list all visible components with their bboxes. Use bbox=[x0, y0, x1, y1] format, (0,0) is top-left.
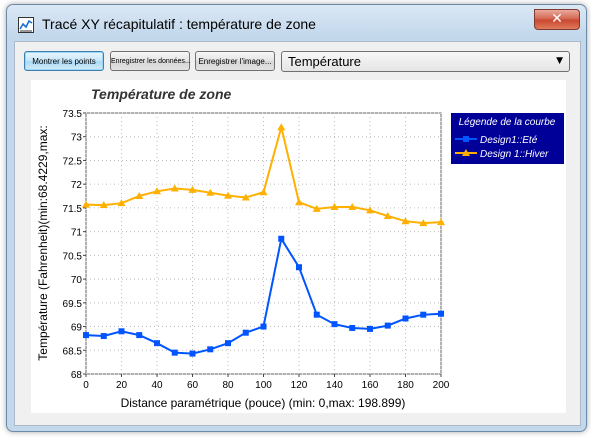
legend-swatch-marker bbox=[462, 149, 470, 156]
series-2 bbox=[82, 123, 445, 227]
save-data-button[interactable]: Enregistrer les données... bbox=[110, 51, 191, 71]
data-point bbox=[401, 217, 410, 225]
data-point bbox=[241, 193, 250, 201]
data-point bbox=[330, 202, 339, 210]
legend-item-label: Design 1::Hiver bbox=[480, 149, 549, 160]
window-title: Tracé XY récapitulatif : température de … bbox=[42, 16, 316, 32]
data-point bbox=[118, 328, 125, 335]
y-tick-label: 70 bbox=[71, 275, 83, 286]
data-point bbox=[312, 204, 321, 212]
plot-icon bbox=[18, 17, 34, 33]
legend: Légende de la courbe Design1::EtéDesign … bbox=[451, 113, 564, 164]
data-point bbox=[171, 349, 178, 356]
data-point bbox=[383, 211, 392, 219]
y-tick-label: 71.5 bbox=[63, 204, 83, 215]
data-point bbox=[225, 340, 231, 347]
data-point bbox=[331, 321, 338, 328]
y-tick-label: 68 bbox=[71, 370, 83, 381]
data-point bbox=[188, 185, 197, 193]
y-axis: 68 68.5 69 69.5 70 70.5 71 71.5 72 72.5 73 73.5 bbox=[63, 109, 86, 381]
y-axis-label: Température (Fahrenheit)(min:68.4229,max… bbox=[36, 125, 50, 360]
legend-swatch-marker bbox=[463, 136, 469, 142]
legend-item-label: Design1::Eté bbox=[480, 135, 538, 146]
y-tick-label: 69 bbox=[71, 323, 83, 334]
data-point bbox=[153, 187, 161, 195]
close-button[interactable]: ✕ bbox=[534, 9, 580, 30]
x-tick-label: 140 bbox=[326, 380, 343, 391]
x-tick-label: 0 bbox=[83, 380, 89, 391]
x-tick-label: 40 bbox=[151, 380, 163, 391]
y-tick-label: 72 bbox=[71, 180, 83, 191]
show-points-button[interactable]: Montrer les points bbox=[24, 51, 104, 71]
x-tick-label: 20 bbox=[116, 380, 128, 391]
data-point bbox=[348, 202, 357, 210]
data-point bbox=[83, 332, 89, 339]
data-point bbox=[242, 329, 249, 336]
quantity-select[interactable]: Température ▼ bbox=[281, 51, 570, 72]
data-point bbox=[420, 311, 427, 318]
x-axis-label: Distance paramétrique (pouce) (min: 0,ma… bbox=[121, 396, 406, 410]
data-point bbox=[278, 235, 285, 242]
data-point bbox=[259, 188, 268, 196]
data-point bbox=[296, 264, 302, 271]
chevron-down-icon: ▼ bbox=[556, 56, 563, 66]
data-point bbox=[189, 350, 196, 357]
y-tick-label: 72.5 bbox=[63, 156, 83, 167]
data-point bbox=[99, 201, 108, 209]
x-tick-label: 180 bbox=[397, 380, 414, 391]
data-point bbox=[170, 184, 179, 192]
data-point bbox=[419, 219, 428, 227]
data-point bbox=[437, 218, 445, 226]
data-point bbox=[295, 198, 303, 206]
x-tick-label: 160 bbox=[362, 380, 379, 391]
x-tick-label: 100 bbox=[255, 380, 272, 391]
data-point bbox=[366, 206, 374, 214]
title-bar[interactable]: Tracé XY récapitulatif : température de … bbox=[7, 5, 586, 39]
data-point bbox=[438, 310, 444, 317]
y-tick-label: 68.5 bbox=[63, 346, 83, 357]
data-point bbox=[100, 333, 107, 340]
x-tick-label: 200 bbox=[433, 380, 450, 391]
chart-area: Température de zone 68 68.5 69 69.5 70 70.5 71… bbox=[31, 80, 566, 413]
data-point bbox=[277, 123, 286, 131]
save-image-button[interactable]: Enregistrer l'image... bbox=[195, 51, 275, 71]
y-tick-label: 73 bbox=[71, 133, 83, 144]
data-point bbox=[402, 315, 409, 322]
x-tick-label: 120 bbox=[291, 380, 308, 391]
quantity-select-value: Température bbox=[288, 54, 361, 69]
data-point bbox=[154, 340, 160, 347]
data-point bbox=[313, 311, 320, 318]
y-tick-label: 71 bbox=[71, 228, 83, 239]
chart-svg: Température de zone 68 68.5 69 69.5 70 70.5 71… bbox=[36, 86, 564, 410]
data-point bbox=[206, 188, 215, 196]
data-point bbox=[224, 191, 232, 199]
app-window: Tracé XY récapitulatif : température de … bbox=[6, 4, 587, 432]
series-layer bbox=[82, 123, 445, 357]
data-point bbox=[207, 346, 214, 353]
data-point bbox=[136, 332, 143, 339]
chart-title: Température de zone bbox=[91, 86, 232, 102]
data-point bbox=[367, 325, 373, 332]
data-point bbox=[135, 192, 144, 200]
data-point bbox=[349, 324, 356, 331]
data-point bbox=[117, 199, 126, 207]
data-point bbox=[82, 200, 90, 208]
close-icon: ✕ bbox=[551, 11, 563, 27]
x-tick-label: 60 bbox=[187, 380, 199, 391]
y-tick-label: 70.5 bbox=[63, 251, 83, 262]
x-axis: 0 20 40 60 80 100 120 140 160 180 200 bbox=[83, 374, 450, 391]
data-point bbox=[260, 323, 267, 330]
series-1 bbox=[83, 235, 444, 357]
y-tick-label: 69.5 bbox=[63, 299, 83, 310]
legend-title: Légende de la courbe bbox=[459, 117, 556, 128]
data-point bbox=[384, 322, 391, 329]
y-tick-label: 73.5 bbox=[63, 109, 83, 120]
x-tick-label: 80 bbox=[222, 380, 234, 391]
dialog-content: Montrer les points Enregistrer les donné… bbox=[14, 41, 581, 426]
